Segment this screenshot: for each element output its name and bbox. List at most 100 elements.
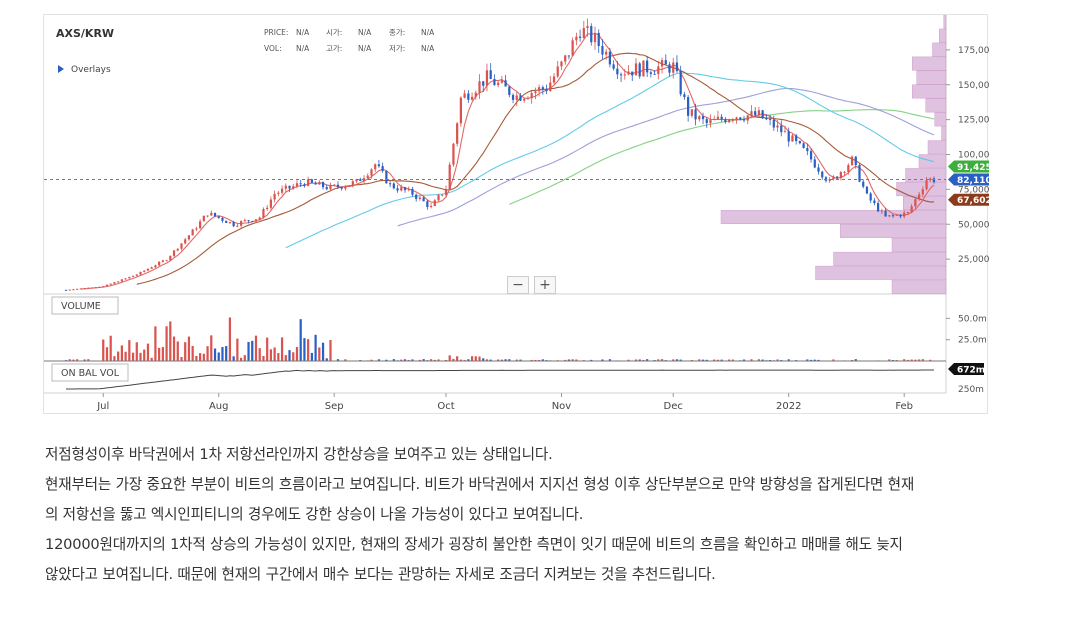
volume-profile-bar xyxy=(912,84,947,99)
volume-tick-label: 25.0m xyxy=(958,336,987,346)
volume-bar xyxy=(307,339,310,361)
candle-body xyxy=(444,189,448,195)
candle-body xyxy=(638,63,641,77)
candle-body xyxy=(109,283,112,285)
volume-bar xyxy=(403,359,407,361)
volume-bar xyxy=(299,319,302,361)
volume-bar xyxy=(117,351,120,361)
open-value: N/A xyxy=(358,28,372,37)
candle-body xyxy=(243,220,246,222)
candle-body xyxy=(821,171,824,178)
volume-bar xyxy=(485,359,489,361)
volume-bar xyxy=(407,359,410,361)
candle-body xyxy=(757,110,761,116)
low-value: N/A xyxy=(421,44,435,53)
volume-bar xyxy=(627,359,630,361)
paragraph-2b: 의 저항선을 뚫고 엑시인피티니의 경우에도 강한 상승이 나올 가능성이 있다… xyxy=(45,506,584,523)
volume-bar xyxy=(456,356,459,361)
volume-bar xyxy=(575,359,578,361)
obv-tick-label: 250m xyxy=(958,385,984,395)
candle-body xyxy=(403,187,407,191)
candle-body xyxy=(582,28,585,38)
candle-body xyxy=(709,119,712,124)
overlays-label: Overlays xyxy=(71,65,111,75)
candle-body xyxy=(526,98,530,100)
volume-bar xyxy=(143,349,146,361)
candle-body xyxy=(165,260,168,262)
candle-body xyxy=(780,125,783,133)
volume-bar xyxy=(68,359,71,361)
volume-bar xyxy=(742,359,746,361)
volume-bar xyxy=(314,334,317,361)
candle-body xyxy=(627,71,630,75)
volume-bar xyxy=(128,340,131,361)
candle-body xyxy=(463,93,466,98)
candle-body xyxy=(400,187,403,191)
volume-bar xyxy=(243,355,246,361)
zoom-in-button[interactable]: + xyxy=(534,276,556,294)
candle-body xyxy=(217,216,220,218)
volume-bar xyxy=(567,359,571,361)
candle-body xyxy=(236,225,239,227)
volume-bar xyxy=(459,359,462,361)
candle-body xyxy=(739,117,742,120)
candle-body xyxy=(191,229,194,236)
high-label: 고가: xyxy=(326,44,342,53)
candle-body xyxy=(787,131,790,142)
ma5-line xyxy=(80,32,935,290)
volume-bar xyxy=(161,347,164,361)
volume-bar xyxy=(470,356,474,361)
volume-bar xyxy=(888,359,891,361)
candle-body xyxy=(899,214,902,217)
candle-body xyxy=(392,183,395,189)
candle-body xyxy=(198,221,202,229)
price-chart[interactable]: 175,000 150,000 125,000 100,000 75,000 50,000… xyxy=(44,15,989,415)
candle-body xyxy=(858,165,861,182)
candle-body xyxy=(500,80,503,83)
candle-body xyxy=(735,117,738,120)
volume-bar xyxy=(657,359,660,361)
candle-body xyxy=(232,222,235,227)
volume-bar xyxy=(601,359,604,361)
candle-body xyxy=(586,26,589,29)
candle-body xyxy=(791,135,794,142)
candle-body xyxy=(172,250,176,256)
volume-bar xyxy=(422,359,425,361)
candle-body xyxy=(418,197,422,199)
volume-bar xyxy=(474,356,477,361)
volume-bar xyxy=(228,317,232,361)
candle-body xyxy=(303,184,306,186)
volume-bar xyxy=(72,359,75,361)
volume-bar xyxy=(206,346,209,361)
candle-body xyxy=(221,217,224,221)
candle-body xyxy=(575,36,578,41)
volume-bar xyxy=(105,347,109,361)
candle-body xyxy=(351,181,354,186)
paragraph-3a: 120000원대까지의 1차적 상승의 가능성이 있지만, 현재의 장세가 굉장… xyxy=(45,536,903,553)
zoom-out-button[interactable]: − xyxy=(507,276,529,294)
volume-bar xyxy=(467,359,470,361)
candle-body xyxy=(720,116,723,120)
price-tick-label: 50,000 xyxy=(958,220,989,230)
close-value: N/A xyxy=(421,28,435,37)
volume-bar xyxy=(277,353,280,361)
volume-bar xyxy=(232,356,235,361)
candle-body xyxy=(307,179,310,186)
candle-body xyxy=(929,178,932,181)
price-value: N/A xyxy=(296,28,310,37)
candle-body xyxy=(910,206,913,213)
candle-body xyxy=(169,255,172,261)
candle-body xyxy=(154,265,157,268)
candle-body xyxy=(355,179,358,182)
volume-bar xyxy=(727,359,731,361)
candle-body xyxy=(340,187,343,189)
volume-bar xyxy=(906,359,910,361)
candle-body xyxy=(921,189,924,195)
candle-body xyxy=(407,188,410,191)
volume-bar xyxy=(154,326,157,361)
volume-bar xyxy=(478,356,481,361)
price-label: PRICE: xyxy=(264,28,288,37)
volume-profile-bar xyxy=(932,42,947,57)
volume-bar xyxy=(83,359,86,361)
price-tick-label: 150,000 xyxy=(958,81,989,91)
